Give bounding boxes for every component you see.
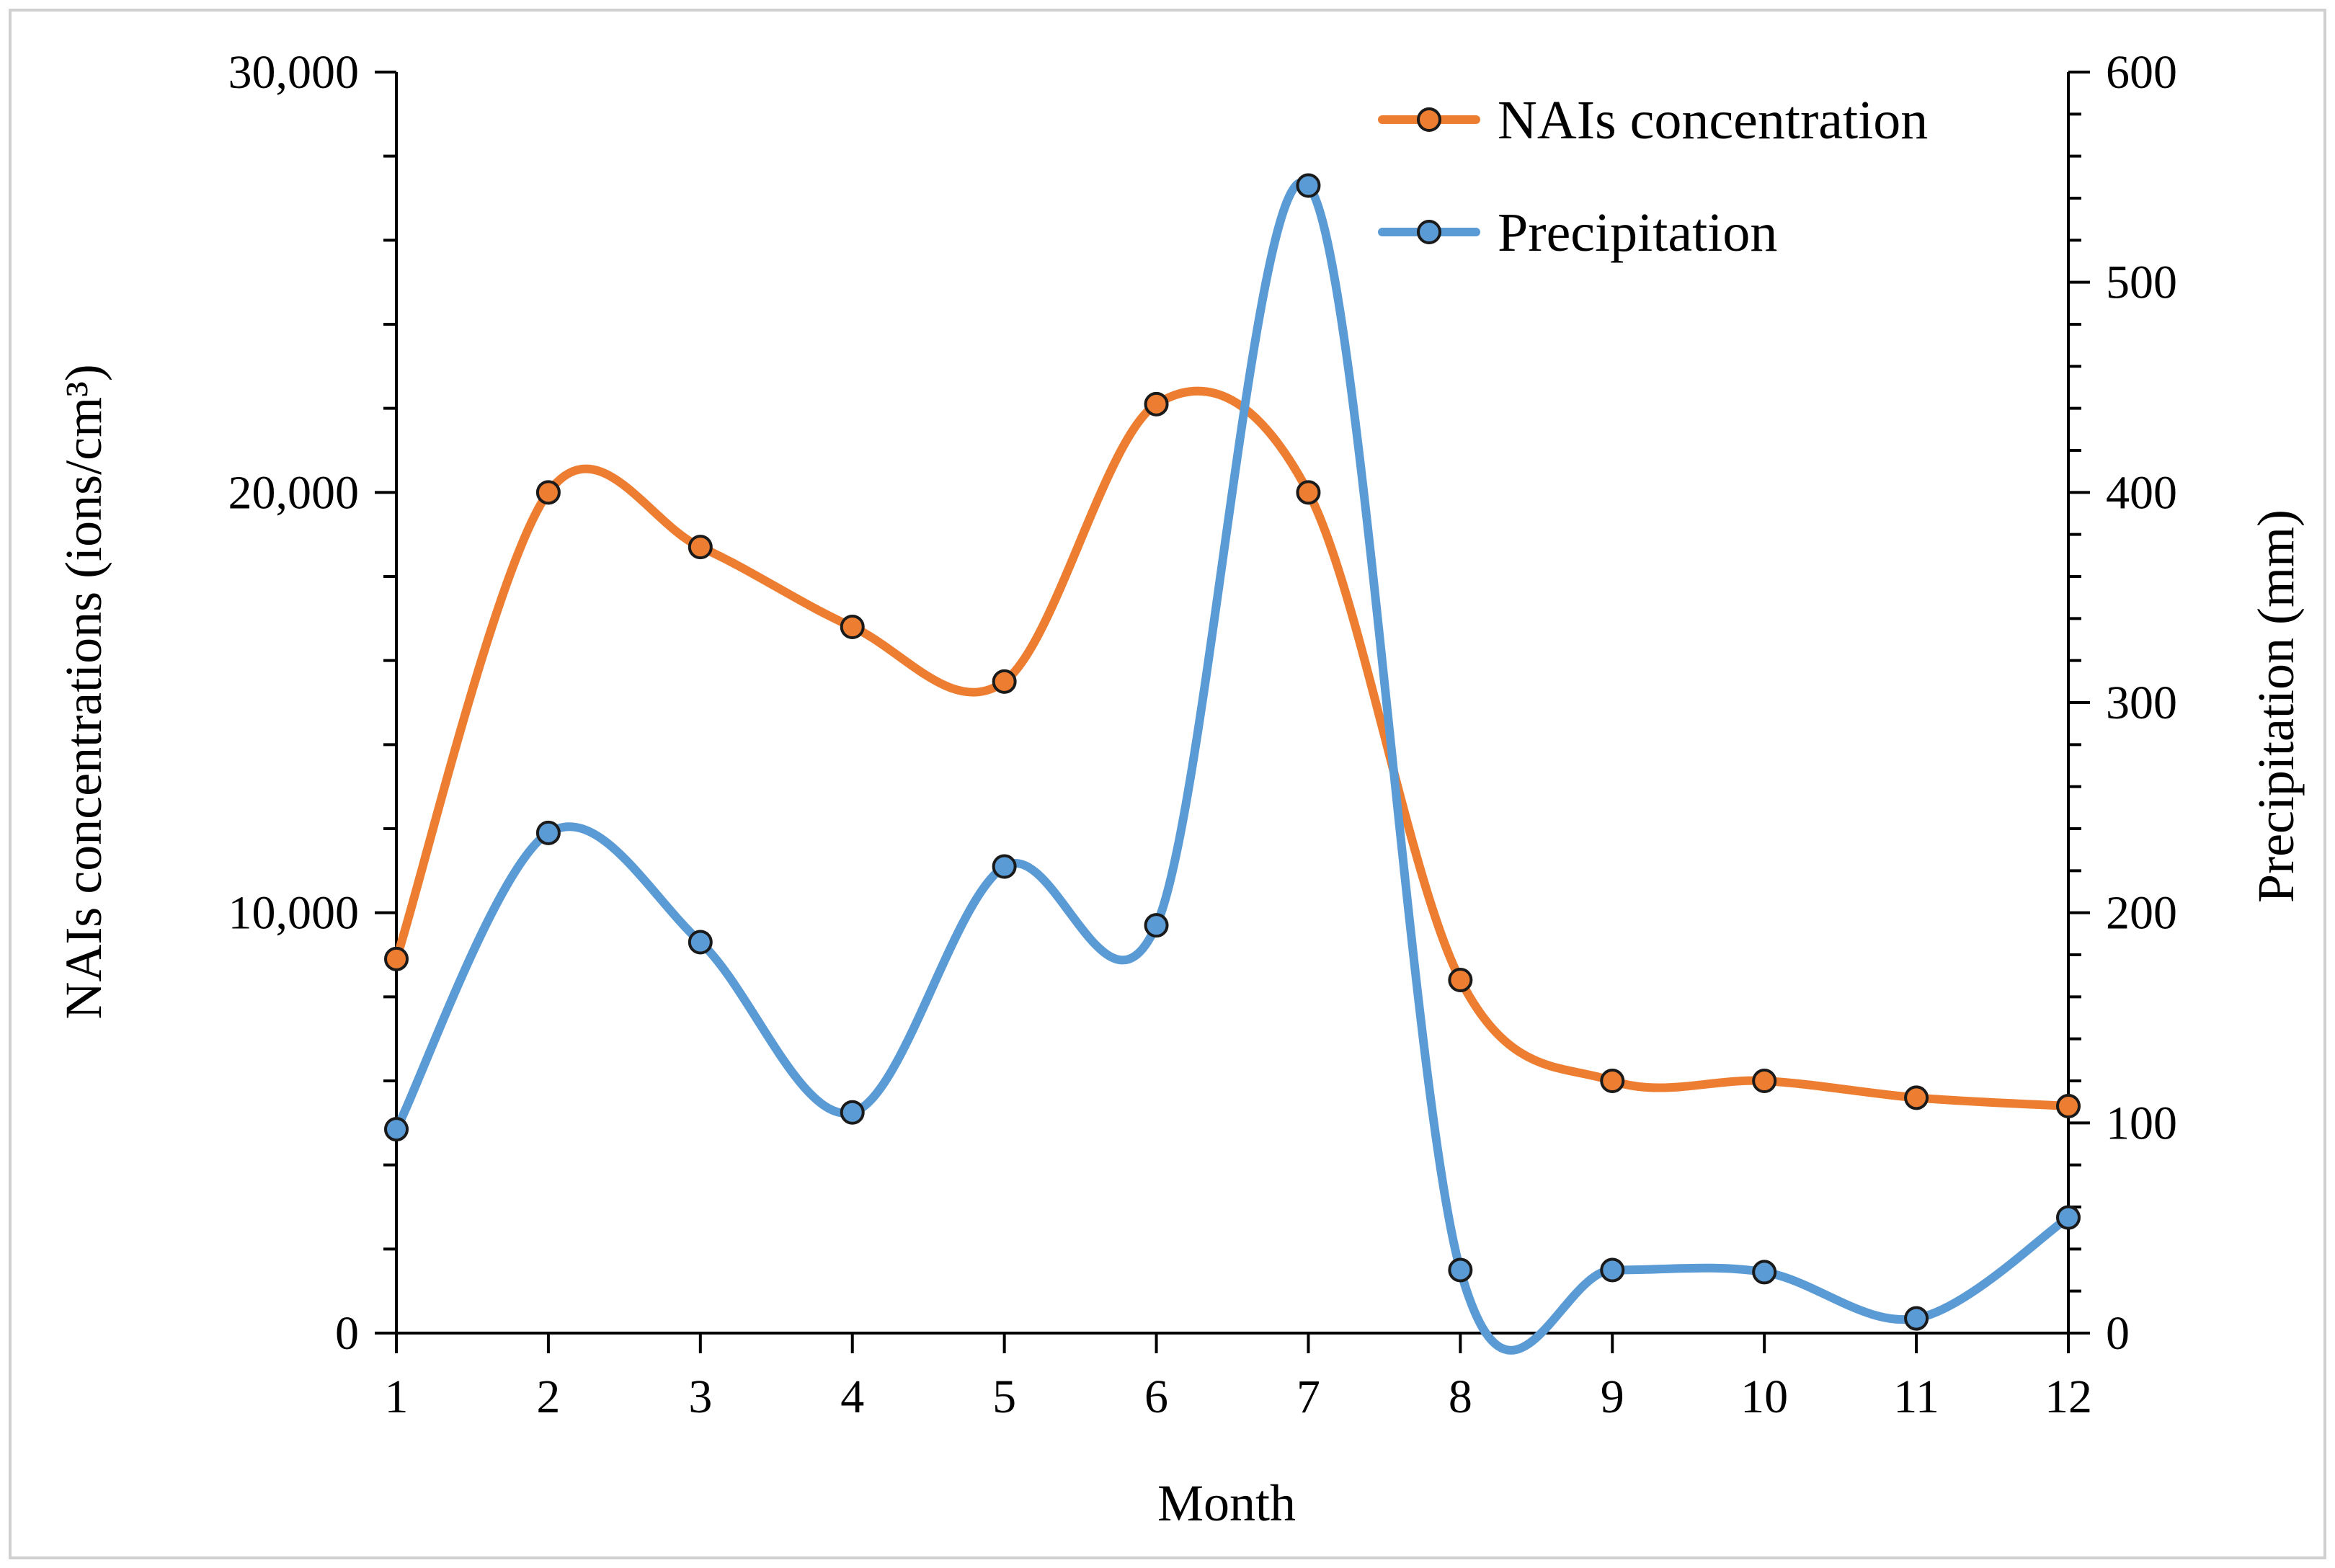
data-point-precipitation-8: [1448, 1257, 1473, 1283]
data-point-precipitation-7: [1296, 173, 1321, 198]
data-point-precipitation-6: [1144, 913, 1169, 938]
y-right-tick-label: 400: [2106, 466, 2177, 519]
data-point-nais-concentration-5: [992, 669, 1017, 694]
x-tick-label: 3: [688, 1371, 712, 1423]
x-tick-label: 9: [1601, 1371, 1624, 1423]
series-points: [384, 173, 2081, 1331]
data-point-nais-concentration-7: [1296, 480, 1321, 505]
x-tick-label: 6: [1144, 1371, 1168, 1423]
legend-marker-precip: [1417, 220, 1441, 244]
data-point-precipitation-9: [1600, 1257, 1625, 1283]
legend-label-precip: Precipitation: [1498, 202, 1777, 263]
legend-marker-nais: [1417, 107, 1441, 132]
x-tick-label: 11: [1893, 1371, 1939, 1423]
data-point-precipitation-10: [1752, 1260, 1777, 1285]
y-left-tick-label: 10,000: [228, 887, 360, 940]
y-axis-right-title: Precipitation (mm): [2247, 509, 2305, 903]
y-axis-left-title: NAIs concentrations (ions/cm³): [55, 364, 112, 1019]
data-point-nais-concentration-11: [1904, 1085, 1929, 1110]
legend-label-nais: NAIs concentration: [1498, 90, 1928, 151]
y-right-tick-label: 200: [2106, 887, 2177, 940]
data-point-precipitation-2: [535, 820, 561, 845]
data-point-precipitation-5: [992, 854, 1017, 879]
x-tick-label: 5: [992, 1371, 1016, 1423]
y-left-tick-label: 20,000: [228, 466, 360, 519]
data-point-precipitation-4: [840, 1100, 865, 1125]
data-point-nais-concentration-8: [1448, 968, 1473, 992]
y-left-tick-label: 0: [335, 1307, 359, 1360]
data-point-nais-concentration-3: [688, 535, 713, 560]
x-axis-title: Month: [1157, 1474, 1296, 1532]
y-right-tick-label: 100: [2106, 1097, 2177, 1149]
x-tick-label: 7: [1297, 1371, 1320, 1423]
x-tick-label: 2: [536, 1371, 560, 1423]
data-point-nais-concentration-12: [2056, 1094, 2081, 1118]
y-right-tick-label: 0: [2106, 1307, 2130, 1360]
y-right-tick-label: 500: [2106, 257, 2177, 309]
data-point-precipitation-11: [1904, 1306, 1929, 1331]
y-right-tick-label: 600: [2106, 46, 2177, 99]
legend: NAIs concentration Precipitation: [1378, 90, 1928, 263]
y-left-tick-label: 30,000: [228, 46, 360, 99]
data-point-nais-concentration-6: [1144, 391, 1169, 416]
data-point-nais-concentration-1: [384, 946, 409, 971]
series-line-nais-concentration: [392, 386, 2073, 1110]
data-point-nais-concentration-4: [840, 615, 865, 639]
data-point-precipitation-12: [2056, 1205, 2081, 1230]
x-tick-label: 10: [1740, 1371, 1788, 1423]
data-point-precipitation-1: [384, 1117, 409, 1142]
x-tick-label: 8: [1449, 1371, 1472, 1423]
y-right-tick-label: 300: [2106, 677, 2177, 729]
x-tick-label: 4: [840, 1371, 864, 1423]
x-tick-label: 1: [385, 1371, 409, 1423]
data-point-nais-concentration-10: [1752, 1069, 1777, 1093]
data-point-precipitation-3: [688, 930, 713, 955]
data-point-nais-concentration-2: [535, 480, 561, 505]
x-tick-label: 12: [2045, 1371, 2092, 1423]
data-point-nais-concentration-9: [1600, 1069, 1625, 1093]
